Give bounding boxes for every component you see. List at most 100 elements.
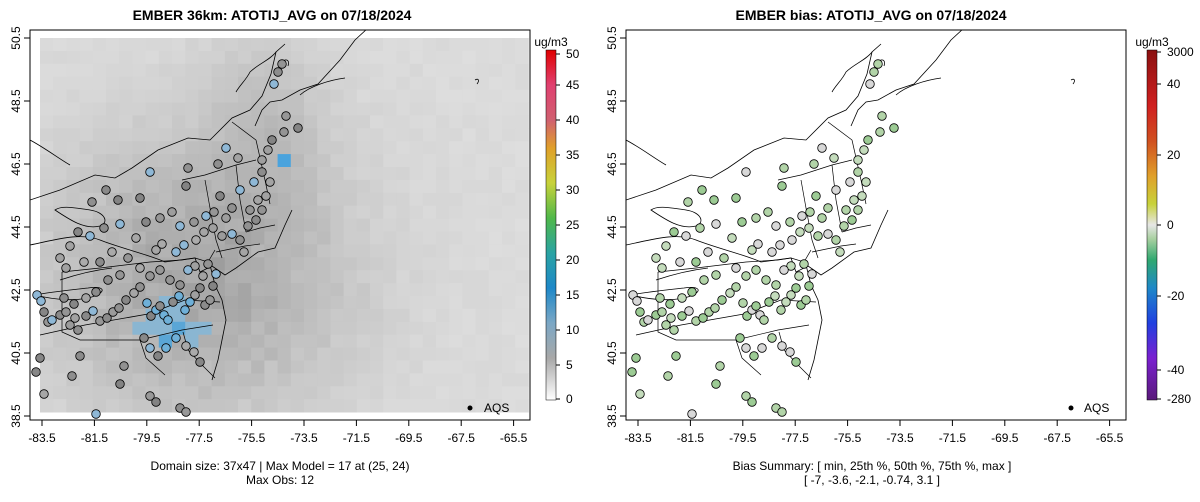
site-marker xyxy=(741,271,751,281)
site-marker xyxy=(857,191,867,201)
site-marker xyxy=(751,213,761,223)
site-marker xyxy=(131,233,141,243)
site-marker xyxy=(91,409,101,419)
site-marker xyxy=(785,347,795,357)
site-marker xyxy=(163,315,173,325)
x-axis: -83.5 -81.5 -79.5 -77.5 -75.5 -73.5 -71.5 -69.5… xyxy=(28,420,528,445)
site-marker xyxy=(853,155,863,165)
site-marker xyxy=(257,155,267,165)
colorbar-tick-label: 0 xyxy=(1167,218,1174,232)
colorbar-tick-label: 20 xyxy=(1167,148,1181,162)
x-tick-label: -81.5 xyxy=(81,431,109,445)
aqs-marker-icon xyxy=(1068,405,1074,411)
site-marker xyxy=(175,221,185,231)
site-marker xyxy=(245,205,255,215)
site-marker xyxy=(681,231,691,241)
bias-summary-values: [ -7, -3.6, -2.1, -0.74, 3.1 ] xyxy=(804,473,940,487)
y-tick-label: 42.5 xyxy=(605,278,619,302)
colorbar-tick-label: 5 xyxy=(566,358,573,372)
site-marker xyxy=(627,367,637,377)
site-marker xyxy=(157,239,167,249)
site-marker xyxy=(215,191,225,201)
site-marker xyxy=(195,283,205,293)
y-axis: 38.5 40.5 42.5 44.5 46.5 48.5 50.5 xyxy=(605,26,626,428)
site-marker xyxy=(799,259,809,269)
y-tick-label: 40.5 xyxy=(9,341,23,365)
site-marker xyxy=(841,205,851,215)
site-marker xyxy=(779,265,789,275)
site-marker xyxy=(167,207,177,217)
site-marker xyxy=(123,253,133,263)
site-marker xyxy=(135,263,145,273)
colorbar-tick-label: 40 xyxy=(1167,77,1181,91)
site-marker xyxy=(249,177,259,187)
site-marker xyxy=(115,379,125,389)
site-marker xyxy=(59,293,69,303)
concentration-panel: EMBER 36km: ATOTIJ_AVG on 07/18/2024 xyxy=(9,7,580,487)
site-marker xyxy=(725,288,735,298)
site-marker xyxy=(632,296,642,306)
colorbar-tick-label: 30 xyxy=(566,183,580,197)
site-marker xyxy=(141,217,151,227)
site-marker xyxy=(776,305,786,315)
site-marker xyxy=(651,253,661,263)
site-marker xyxy=(55,253,65,263)
site-marker xyxy=(751,301,761,311)
site-marker xyxy=(253,195,263,205)
site-marker xyxy=(227,229,237,239)
colorbar-scale xyxy=(545,49,557,401)
site-marker xyxy=(801,295,811,305)
site-marker xyxy=(749,351,759,361)
site-marker xyxy=(823,203,833,213)
site-marker xyxy=(738,298,748,308)
site-marker xyxy=(761,275,771,285)
site-marker xyxy=(81,293,91,303)
colorbar-tick-label: 15 xyxy=(566,288,580,302)
site-marker xyxy=(863,135,873,145)
site-marker xyxy=(269,79,279,89)
site-marker xyxy=(88,306,98,316)
x-tick-label: -79.5 xyxy=(729,431,757,445)
site-marker xyxy=(195,357,205,367)
site-marker xyxy=(39,389,49,399)
site-marker xyxy=(787,235,797,245)
site-marker xyxy=(235,235,245,245)
site-marker xyxy=(795,227,805,237)
site-marker xyxy=(107,247,117,257)
site-marker xyxy=(181,181,191,191)
site-marker xyxy=(155,301,165,311)
site-marker xyxy=(183,163,193,173)
site-marker xyxy=(661,320,671,330)
site-marker xyxy=(698,313,708,323)
site-marker xyxy=(181,341,191,351)
site-marker xyxy=(853,205,863,215)
site-marker xyxy=(703,247,713,257)
site-marker xyxy=(677,311,687,321)
site-marker xyxy=(655,293,665,303)
site-marker xyxy=(731,282,741,292)
site-marker xyxy=(142,298,152,308)
site-marker xyxy=(35,353,45,363)
site-marker xyxy=(235,185,245,195)
site-marker xyxy=(817,143,827,153)
site-marker xyxy=(711,219,721,229)
site-marker xyxy=(663,371,673,381)
site-marker xyxy=(263,145,273,155)
site-marker xyxy=(823,229,833,239)
x-tick-label: -75.5 xyxy=(238,431,266,445)
map-frame xyxy=(29,29,531,421)
bias-summary-header: Bias Summary: [ min, 25th %, 50th %, 75t… xyxy=(733,459,1012,473)
colorbar-tick-label: 35 xyxy=(566,148,580,162)
site-marker xyxy=(165,275,175,285)
x-tick-label: -67.5 xyxy=(1044,431,1072,445)
site-marker xyxy=(715,361,725,371)
site-marker xyxy=(190,261,200,271)
site-marker xyxy=(771,280,781,290)
site-marker xyxy=(731,263,741,273)
site-marker xyxy=(661,241,671,251)
site-marker xyxy=(849,195,859,205)
site-marker xyxy=(804,223,814,233)
site-marker xyxy=(243,221,253,231)
aqs-sites xyxy=(627,59,899,419)
site-marker xyxy=(99,223,109,233)
